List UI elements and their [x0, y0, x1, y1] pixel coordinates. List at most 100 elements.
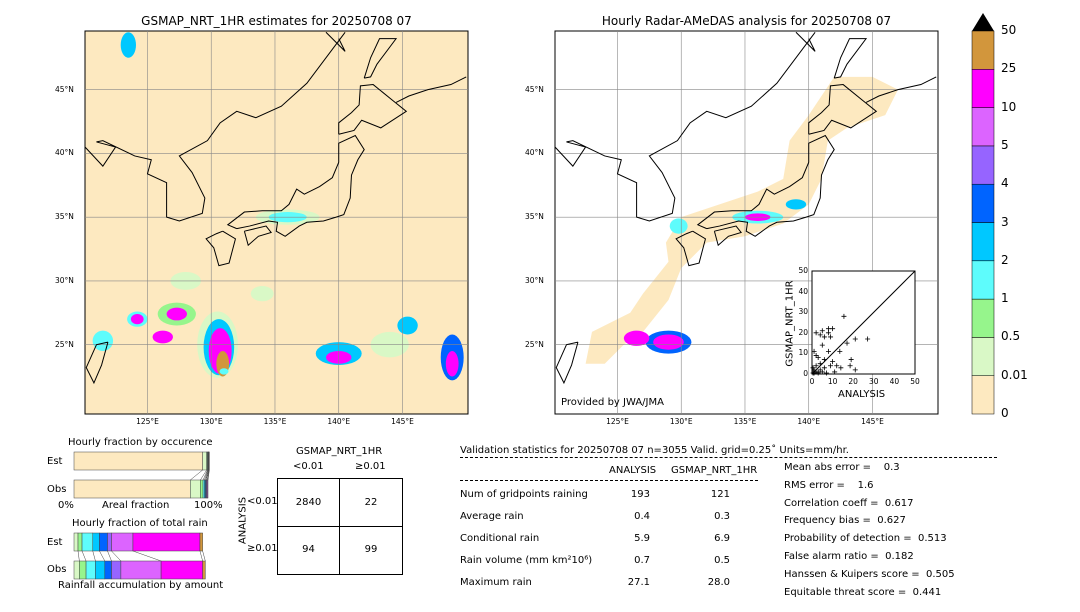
lat-tick: 45°N — [55, 84, 74, 94]
occ-xlabel: Areal fraction — [102, 500, 170, 511]
colorbar-label: 5 — [1001, 137, 1009, 152]
lat-tick: 40°N — [525, 148, 544, 158]
stat-gsmap: 28.0 — [707, 577, 730, 588]
colorbar-over-arrow — [972, 13, 994, 31]
scatter-point — [828, 363, 834, 369]
lat-tick: 30°N — [55, 275, 74, 285]
scatter-point — [810, 370, 816, 376]
score-line: Probability of detection = 0.513 — [784, 533, 947, 545]
scatter-ytick: 30 — [798, 307, 808, 317]
cell-false-alarm: 22 — [364, 497, 378, 508]
score-line: Equitable threat score = 0.441 — [784, 586, 942, 598]
colorbar-label: 0 — [1001, 406, 1009, 420]
scatter-point — [811, 348, 817, 354]
occurrence-bars — [73, 451, 210, 499]
colorbar-label: 0.5 — [1001, 329, 1021, 344]
stats-col-analysis: ANALYSIS — [609, 465, 657, 476]
row-label-lt: <0.01 — [247, 496, 278, 507]
scatter-point — [813, 330, 819, 336]
scatter-point — [817, 361, 823, 367]
right-map-title: Hourly Radar-AMeDAS analysis for 2025070… — [601, 14, 892, 28]
lon-tick: 145°E — [861, 417, 884, 426]
bar-segment — [77, 532, 83, 552]
left-map — [84, 30, 469, 415]
stat-analysis: 0.4 — [634, 511, 650, 522]
bar-segment — [132, 532, 201, 552]
colorbar-segment — [971, 183, 995, 223]
bar-segment — [73, 479, 191, 499]
cell-miss: 94 — [302, 544, 315, 555]
scatter-point — [821, 357, 827, 363]
stats-col-gsmap: GSMAP_NRT_1HR — [671, 465, 758, 476]
rain-fraction-bars — [73, 532, 206, 580]
colorbar-segment — [971, 260, 995, 300]
score-line: RMS error = 1.6 — [784, 479, 874, 491]
lon-tick: 140°E — [797, 417, 821, 426]
row-label-ge: ≥0.01 — [247, 543, 278, 554]
colorbar-segment — [971, 375, 995, 415]
cell-hit: 99 — [364, 544, 378, 555]
stat-gsmap: 6.9 — [714, 533, 730, 544]
scatter-xtick: 30 — [869, 377, 879, 386]
scatter-point — [819, 328, 825, 334]
scatter-xtick: 50 — [910, 377, 920, 386]
scatter-ytick: 50 — [798, 266, 808, 275]
score-line: Frequency bias = 0.627 — [784, 515, 906, 527]
stats-header: Validation statistics for 20250708 07 n=… — [460, 445, 849, 456]
stat-label: Conditional rain — [460, 533, 540, 544]
lon-tick: 125°E — [606, 417, 629, 426]
scatter-point — [830, 359, 836, 365]
scatter-point — [821, 365, 827, 371]
bar-segment — [190, 479, 201, 499]
scatter-point — [844, 340, 850, 346]
score-line: Mean abs error = 0.3 — [784, 462, 900, 473]
colorbar-label: 2 — [1001, 252, 1009, 267]
bar-segment — [81, 532, 94, 552]
colorbar-label: 3 — [1001, 214, 1009, 229]
scatter-point — [825, 348, 831, 354]
stat-analysis: 5.9 — [634, 533, 650, 544]
bar-segment — [73, 532, 79, 552]
scatter-ytick: 0 — [803, 369, 808, 378]
lon-tick: 130°E — [199, 417, 223, 426]
score-line: False alarm ratio = 0.182 — [784, 551, 914, 562]
lon-tick: 140°E — [327, 417, 351, 426]
scatter-point — [848, 357, 854, 363]
colorbar-segment — [971, 30, 995, 70]
cell-hit-none: 2840 — [295, 497, 322, 508]
stat-analysis: 27.1 — [627, 577, 650, 588]
colorbar-segment — [971, 337, 995, 376]
bar-segment — [199, 532, 203, 552]
data-credit: Provided by JWA/JMA — [561, 397, 664, 408]
colorbar-label: 25 — [1001, 61, 1017, 76]
bar-segment — [104, 560, 112, 580]
scatter-point — [823, 370, 829, 376]
rain-fraction-title: Hourly fraction of total rain — [72, 518, 208, 529]
scatter-point — [837, 348, 843, 354]
bar-segment — [160, 560, 203, 580]
scatter-point — [819, 342, 825, 348]
lon-tick: 135°E — [733, 417, 757, 426]
bar-segment — [85, 560, 96, 580]
stat-label: Maximum rain — [460, 577, 532, 588]
lat-tick: 25°N — [525, 339, 544, 349]
scatter-point — [841, 313, 847, 319]
scatter-ytick: 40 — [798, 286, 808, 296]
contingency-table: 2840 22 94 99 — [277, 478, 403, 575]
lon-tick: 145°E — [391, 417, 414, 426]
scatter-point — [834, 363, 840, 369]
colorbar-label: 0.01 — [1001, 367, 1028, 382]
diagonal-line — [811, 270, 916, 375]
occ-est-label: Est — [47, 456, 63, 467]
lon-tick: 135°E — [263, 417, 287, 426]
scatter-point — [821, 334, 827, 340]
scatter-point — [815, 355, 821, 361]
bar-segment — [107, 532, 112, 552]
scatter-point — [825, 330, 831, 336]
bar-segment — [120, 560, 162, 580]
bar-segment — [111, 532, 134, 552]
rain-obs-label: Obs — [47, 564, 67, 575]
colorbar-label: 10 — [1001, 99, 1017, 114]
scatter-ytick: 10 — [798, 348, 808, 358]
occurrence-title: Hourly fraction by occurence — [68, 437, 213, 448]
